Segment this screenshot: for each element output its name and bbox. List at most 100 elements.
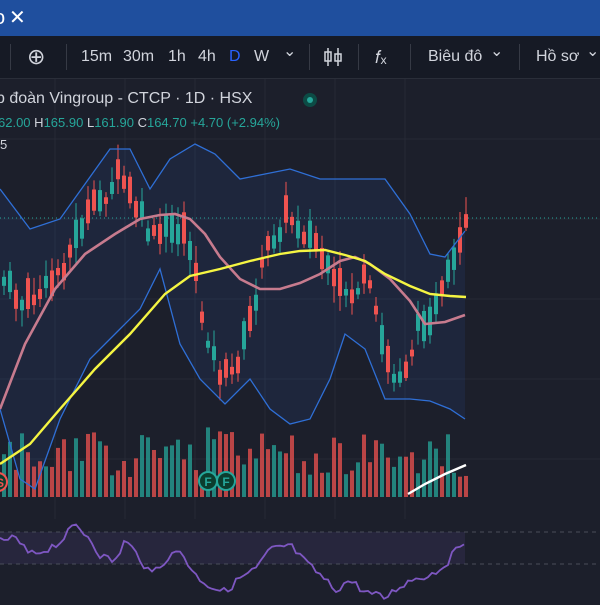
volume-bar <box>308 474 312 497</box>
volume-bar <box>326 472 330 497</box>
candle <box>44 260 48 298</box>
indicators-fx-button[interactable]: 𝑓ₓ <box>375 47 387 67</box>
candle <box>314 225 318 259</box>
volume-bar <box>440 466 444 497</box>
change-value: +4.70 (+2.94%) <box>190 115 280 130</box>
candle <box>68 238 72 271</box>
candle <box>428 297 432 344</box>
volume-bar <box>464 475 468 497</box>
candle <box>368 275 372 294</box>
interval-30m[interactable]: 30m <box>123 48 155 65</box>
candle <box>434 282 438 323</box>
volume-bar <box>50 466 54 497</box>
candle <box>278 219 282 253</box>
symbol-title[interactable]: p đoàn Vingroup - CTCP · 1D · HSX <box>0 90 253 107</box>
toolbar-divider <box>519 44 520 70</box>
volume-bar <box>134 458 138 497</box>
candlestick-icon <box>324 47 342 66</box>
volume-bar <box>218 431 222 497</box>
interval-4h[interactable]: 4h <box>198 48 216 65</box>
volume-bar <box>410 452 414 497</box>
price-chart[interactable]: S F F <box>0 79 600 519</box>
candle <box>260 244 264 279</box>
profile-menu[interactable]: Hồ sơ <box>536 48 580 65</box>
volume-bar <box>272 445 276 497</box>
volume-bar <box>98 441 102 497</box>
rsi-pane[interactable] <box>0 520 600 600</box>
low-label: L <box>86 115 95 130</box>
volume-bar <box>332 437 336 497</box>
candle <box>212 330 216 372</box>
interval-15m[interactable]: 15m <box>81 48 113 65</box>
candle <box>14 283 18 322</box>
volume-average-line <box>407 463 467 496</box>
svg-text:S: S <box>0 476 4 490</box>
indicator-param[interactable]: 5 <box>0 137 8 152</box>
candle <box>2 270 6 296</box>
candle <box>56 259 60 288</box>
candle <box>170 204 174 253</box>
chart-type-menu[interactable]: Biêu đô <box>428 48 483 65</box>
title-bar: o ✕ <box>0 0 600 36</box>
volume-bar <box>188 444 192 497</box>
candle <box>92 180 96 215</box>
financial-event-marker[interactable]: F <box>216 471 236 491</box>
candle <box>128 171 132 209</box>
candle <box>104 192 108 217</box>
interval-w[interactable]: W <box>254 48 270 65</box>
candle <box>464 197 468 231</box>
candle <box>86 186 90 231</box>
volume-bar <box>236 455 240 497</box>
volume-bar <box>62 439 66 497</box>
candle <box>350 273 354 315</box>
candle <box>80 214 84 247</box>
candle <box>32 277 36 315</box>
candle <box>392 363 396 392</box>
volume-bar <box>320 472 324 497</box>
earnings-marker[interactable]: S <box>0 472 8 492</box>
close-icon[interactable]: ✕ <box>9 7 26 29</box>
toolbar-divider <box>410 44 411 70</box>
volume-bar <box>110 475 114 497</box>
volume-bar <box>104 445 108 497</box>
interval-1h[interactable]: 1h <box>168 48 186 65</box>
svg-text:F: F <box>222 475 229 489</box>
volume-bar <box>206 427 210 497</box>
profile-chevron-icon[interactable]: ⌄ <box>586 43 600 60</box>
volume-bar <box>416 473 420 497</box>
candle <box>26 272 30 318</box>
close-value: 164.70 <box>146 115 187 130</box>
volume-bar <box>242 464 246 497</box>
candle <box>266 230 270 267</box>
financial-event-marker[interactable]: F <box>198 471 218 491</box>
ohlc-legend: 62.00 H165.90 L161.90 C164.70 +4.70 (+2.… <box>0 115 280 130</box>
candlestick-type-button[interactable] <box>322 36 344 78</box>
volume-bar <box>170 445 174 497</box>
candle <box>200 301 204 331</box>
candle <box>356 281 360 300</box>
interval-d[interactable]: D <box>229 48 241 65</box>
chart-type-chevron-icon[interactable]: ⌄ <box>490 43 504 60</box>
rsi-canvas <box>0 523 600 600</box>
add-symbol-button[interactable]: ⊕ <box>27 44 46 69</box>
candle <box>344 281 348 308</box>
candle <box>446 253 450 289</box>
candle <box>386 339 390 384</box>
chart-toolbar: ⊕ 15m 30m 1h 4h D W ⌄ 𝑓ₓ Biêu đô ⌄ Hồ sơ… <box>0 36 600 79</box>
volume-bar <box>314 453 318 497</box>
candle <box>188 231 192 276</box>
volume-bar <box>176 439 180 497</box>
candle <box>110 167 114 200</box>
rsi-band <box>0 532 465 564</box>
candle <box>20 296 24 327</box>
candle <box>290 211 294 234</box>
candle <box>224 352 228 387</box>
candle <box>422 304 426 349</box>
volume-bar <box>302 461 306 497</box>
interval-more-chevron-icon[interactable]: ⌄ <box>283 43 297 60</box>
rsi-line <box>0 523 465 600</box>
toolbar-divider <box>309 44 310 70</box>
svg-text:F: F <box>204 475 211 489</box>
volume-bar <box>14 469 18 497</box>
close-label: C <box>137 115 147 130</box>
